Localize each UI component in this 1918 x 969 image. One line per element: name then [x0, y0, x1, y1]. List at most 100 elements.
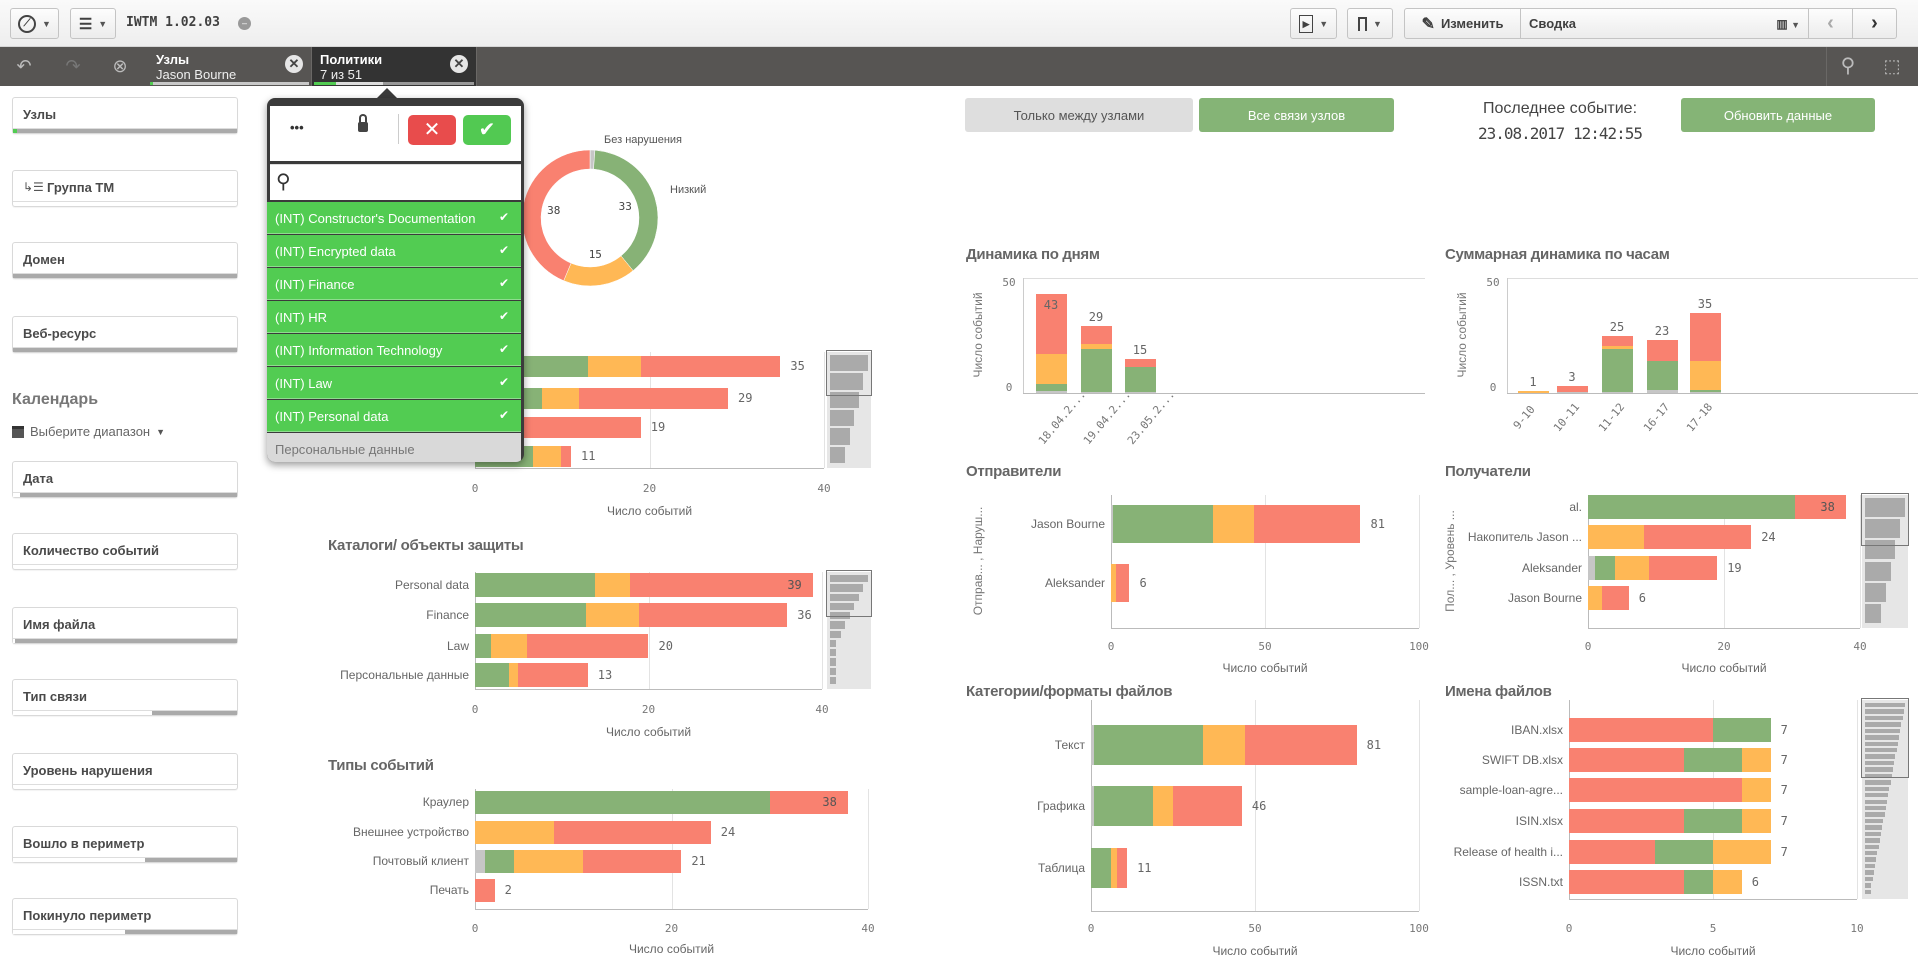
bar-segment-grey[interactable] — [1080, 392, 1112, 393]
bar-segment-green[interactable] — [1684, 809, 1742, 833]
filter-pane-вошло-в-периметр[interactable]: Вошло в периметр — [12, 826, 238, 863]
bar-segment-yellow[interactable] — [1713, 840, 1771, 864]
bar-segment-green[interactable] — [1588, 495, 1796, 519]
bar-segment-yellow[interactable] — [1689, 360, 1721, 391]
bar-segment-red[interactable] — [1646, 340, 1678, 361]
donut-slice-grey[interactable] — [589, 149, 596, 170]
next-sheet-button[interactable]: › — [1852, 8, 1897, 39]
filter-pane-количество-событий[interactable]: Количество событий — [12, 533, 238, 570]
bar-segment-red[interactable] — [1117, 848, 1128, 888]
step-forward-icon[interactable]: ↷ — [65, 56, 81, 76]
bar-segment-green[interactable] — [475, 663, 509, 687]
bar-segment-yellow[interactable] — [594, 573, 631, 597]
listbox-item[interactable]: Персональные данные — [267, 433, 521, 462]
bar-segment-red[interactable] — [1689, 312, 1721, 361]
bar-segment-yellow[interactable] — [475, 820, 554, 844]
bar-segment-green[interactable] — [475, 603, 587, 627]
bar-segment-red[interactable] — [1569, 748, 1685, 772]
bookmarks-button[interactable]: ▼ — [1347, 8, 1393, 39]
listbox-item[interactable]: (INT) HR ✔ — [267, 301, 521, 333]
bar-segment-red[interactable] — [1080, 326, 1112, 345]
bar-segment-yellow[interactable] — [1212, 505, 1255, 543]
bar-segment-green[interactable] — [1094, 786, 1154, 826]
bar-segment-green[interactable] — [1594, 556, 1616, 580]
bar-segment-grey[interactable] — [1091, 786, 1095, 826]
bar-segment-yellow[interactable] — [1588, 525, 1644, 549]
previous-sheet-button[interactable]: ‹ — [1808, 8, 1853, 39]
bar-segment-yellow[interactable] — [1741, 809, 1771, 833]
bar-segment-grey[interactable] — [1124, 392, 1156, 393]
bar-segment-green[interactable] — [1689, 390, 1721, 393]
refresh-data-button[interactable]: Обновить данные — [1681, 98, 1875, 132]
listbox-item[interactable]: (INT) Encrypted data ✔ — [267, 235, 521, 267]
bar-segment-yellow[interactable] — [588, 355, 641, 377]
date-range-picker[interactable]: Выберите диапазон ▼ — [12, 424, 165, 439]
bar-segment-green[interactable] — [1124, 367, 1156, 393]
bar-segment-red[interactable] — [640, 355, 781, 377]
bar-segment-red[interactable] — [578, 387, 728, 409]
bar-segment-green[interactable] — [1655, 840, 1713, 864]
bar-segment-yellow[interactable] — [491, 634, 528, 658]
unlock-icon[interactable] — [358, 114, 368, 132]
bar-segment-red[interactable] — [1556, 386, 1588, 393]
catalogs-scrollbar-thumb[interactable] — [826, 570, 872, 617]
bar-segment-yellow[interactable] — [1588, 586, 1602, 610]
bar-segment-green[interactable] — [475, 634, 492, 658]
bar-segment-red[interactable] — [1569, 840, 1656, 864]
file-names-scrollbar-thumb[interactable] — [1861, 698, 1909, 778]
bar-segment-red[interactable] — [1601, 586, 1629, 610]
bar-segment-yellow[interactable] — [542, 387, 579, 409]
bar-segment-red[interactable] — [769, 790, 849, 814]
bar-segment-red[interactable] — [518, 663, 588, 687]
bar-segment-green[interactable] — [475, 790, 770, 814]
listbox-search-input[interactable]: ⚲ — [270, 164, 521, 200]
bar-segment-red[interactable] — [1254, 505, 1361, 543]
filter-pane-веб-ресурс[interactable]: Веб-ресурс — [12, 316, 238, 353]
bar-segment-green[interactable] — [1080, 348, 1112, 393]
clear-selection-icon[interactable]: ✕ — [450, 55, 468, 73]
bar-segment-red[interactable] — [1173, 786, 1242, 826]
presentation-button[interactable]: ▸ ▼ — [1290, 8, 1337, 39]
bar-segment-red[interactable] — [561, 445, 571, 467]
bar-segment-green[interactable] — [1684, 870, 1713, 894]
bar-segment-yellow[interactable] — [508, 663, 519, 687]
clear-all-selections-icon[interactable]: ⊗ — [112, 56, 128, 76]
only-between-nodes-button[interactable]: Только между узлами — [965, 98, 1193, 132]
bar-segment-yellow[interactable] — [1741, 778, 1771, 802]
filter-pane-покинуло-периметр[interactable]: Покинуло периметр — [12, 898, 238, 935]
bar-segment-red[interactable] — [583, 849, 682, 873]
bar-segment-red[interactable] — [1569, 718, 1713, 742]
bar-segment-yellow[interactable] — [586, 603, 639, 627]
bar-segment-red[interactable] — [638, 603, 788, 627]
recipients-scrollbar-thumb[interactable] — [1861, 493, 1909, 547]
bar-segment-grey[interactable] — [475, 849, 485, 873]
confirm-selection-button[interactable]: ✔ — [463, 115, 511, 145]
listbox-item[interactable]: (INT) Constructor's Documentation ✔ — [267, 202, 521, 234]
bar-segment-grey[interactable] — [1689, 392, 1721, 393]
bar-segment-green[interactable] — [1112, 505, 1213, 543]
bar-segment-grey[interactable] — [1035, 390, 1067, 393]
global-menu-button[interactable]: ☰ ▼ — [70, 8, 116, 39]
listbox-item[interactable]: (INT) Information Technology ✔ — [267, 334, 521, 366]
bar-segment-grey[interactable] — [1646, 390, 1678, 393]
search-icon[interactable]: ⚲ — [1840, 55, 1856, 77]
bar-segment-red[interactable] — [1569, 870, 1685, 894]
bar-segment-red[interactable] — [1643, 525, 1752, 549]
bar-segment-yellow[interactable] — [1741, 748, 1771, 772]
sheet-selector[interactable]: Сводка ▥ ▼ — [1520, 8, 1809, 39]
filter-pane-тип-связи[interactable]: Тип связи — [12, 679, 238, 716]
selection-tab-policies[interactable]: Политики 7 из 51 ✕ — [312, 47, 477, 86]
bar-segment-green[interactable] — [484, 849, 515, 873]
bar-segment-yellow[interactable] — [1202, 725, 1246, 765]
selection-tool-icon[interactable]: ⬚ — [1883, 56, 1901, 76]
bar-segment-yellow[interactable] — [1615, 556, 1650, 580]
bar-segment-yellow[interactable] — [1080, 344, 1112, 349]
filter-pane-дата[interactable]: Дата — [12, 461, 238, 498]
bar-segment-grey[interactable] — [1556, 392, 1588, 393]
bar-segment-green[interactable] — [1035, 383, 1067, 391]
bar-segment-red[interactable] — [1569, 778, 1742, 802]
bar-segment-red[interactable] — [527, 634, 649, 658]
filter-pane-имя-файла[interactable]: Имя файла — [12, 607, 238, 644]
bar-segment-red[interactable] — [553, 820, 711, 844]
bar-segment-green[interactable] — [1713, 718, 1771, 742]
